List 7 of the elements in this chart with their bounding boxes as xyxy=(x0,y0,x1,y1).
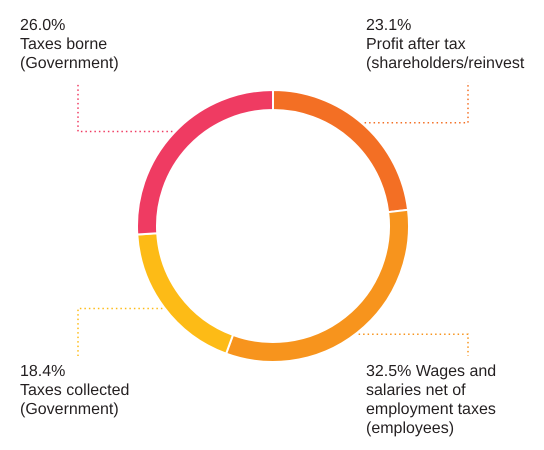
slice-label: Taxes collected (Government) xyxy=(20,382,130,418)
data-label: 23.1% xyxy=(366,17,412,34)
slice-label: 32.5% Wages and salaries net of employment taxes (employees) xyxy=(366,363,496,437)
slice-label: Profit after tax (shareholders/reinvest xyxy=(366,36,525,72)
slice-label: Taxes borne (Government) xyxy=(20,36,119,72)
data-label: 18.4% xyxy=(20,363,66,380)
data-label: 26.0% xyxy=(20,17,66,34)
